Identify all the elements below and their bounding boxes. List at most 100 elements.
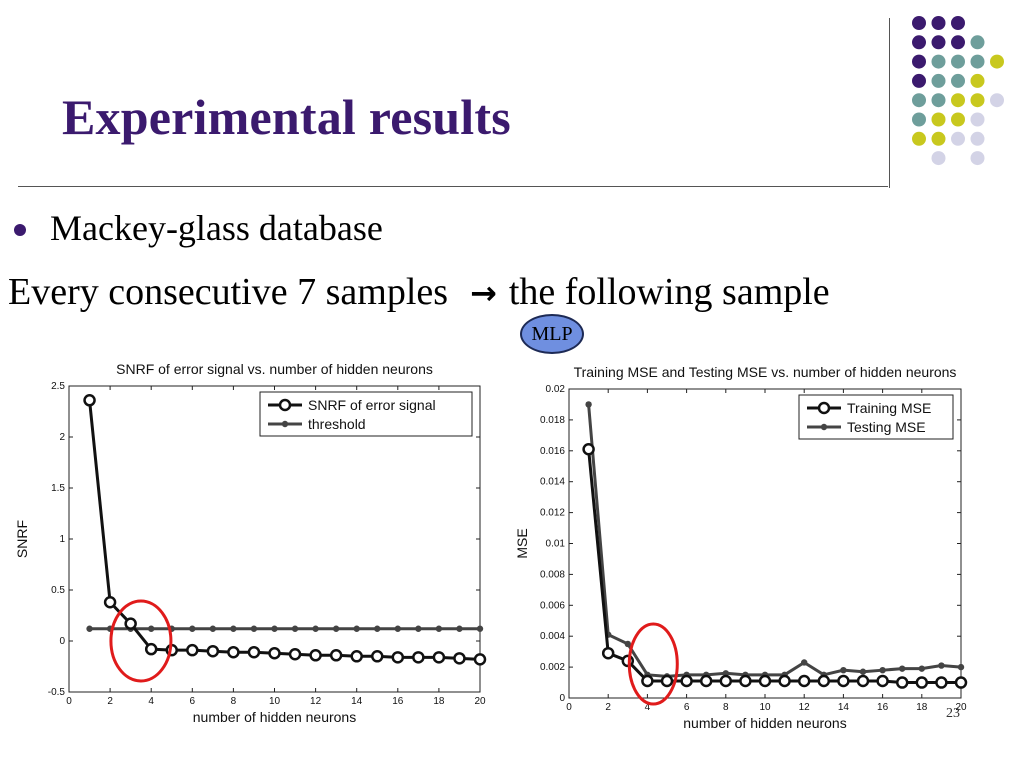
data-point <box>895 676 909 689</box>
x-tick-label: 8 <box>723 702 729 713</box>
decor-dot <box>951 35 965 50</box>
data-point <box>83 394 96 407</box>
right-arrow-icon: → <box>470 274 497 312</box>
decor-dot <box>931 112 946 127</box>
data-point <box>859 668 867 675</box>
decor-dot <box>931 93 946 108</box>
data-point <box>350 650 363 663</box>
data-point <box>473 653 487 666</box>
data-point <box>412 651 425 664</box>
y-tick-label: 2.5 <box>51 381 65 392</box>
highlight-ellipse <box>627 622 679 706</box>
description-left: Every consecutive 7 samples <box>8 271 449 313</box>
decor-dot <box>951 73 965 88</box>
data-point <box>758 674 772 688</box>
sample-description: Every consecutive 7 samples → the followin… <box>8 270 830 314</box>
decor-dot <box>970 93 985 108</box>
x-tick-label: 6 <box>190 696 196 707</box>
data-point <box>453 652 466 665</box>
x-tick-label: 12 <box>310 696 322 707</box>
data-point <box>394 625 401 632</box>
data-point <box>415 625 422 632</box>
data-point <box>288 648 302 661</box>
decor-dot <box>990 93 1004 108</box>
decor-dot <box>951 16 965 30</box>
x-tick-label: 10 <box>759 702 771 713</box>
data-point <box>435 625 443 632</box>
x-tick-label: 20 <box>955 702 967 713</box>
data-point <box>797 674 811 688</box>
decor-dot <box>912 112 926 127</box>
mlp-badge: MLP <box>520 314 584 354</box>
description-right: the following sample <box>508 271 830 313</box>
decor-dot <box>970 54 985 69</box>
decor-dot <box>931 73 946 88</box>
legend-label: Testing MSE <box>847 419 926 435</box>
decor-dot <box>951 93 965 108</box>
plot-frame <box>568 388 962 699</box>
series-line <box>587 404 962 678</box>
y-tick-label: 0.006 <box>540 600 565 611</box>
decor-dot <box>931 151 946 166</box>
x-tick-label: 12 <box>799 702 811 713</box>
x-tick-label: 6 <box>684 702 690 713</box>
bullet-text: Mackey-glass database <box>50 208 383 248</box>
data-point <box>456 625 463 632</box>
data-point <box>915 676 929 689</box>
chart-title: SNRF of error signal vs. number of hidde… <box>116 361 433 377</box>
decor-dot <box>912 35 926 50</box>
decor-dot <box>931 54 946 69</box>
data-point <box>391 651 405 664</box>
data-point <box>332 625 340 632</box>
data-point <box>837 674 850 688</box>
y-tick-label: 1.5 <box>51 483 65 494</box>
mlp-label: MLP <box>531 322 573 345</box>
highlight-ellipse <box>109 599 173 683</box>
decor-dot <box>970 73 985 88</box>
decor-dot <box>951 131 965 146</box>
y-tick-label: 0.008 <box>540 569 565 580</box>
decor-dot <box>912 54 926 69</box>
data-point <box>719 674 733 688</box>
data-point <box>144 642 158 656</box>
data-point <box>291 625 299 632</box>
y-tick-label: 0.01 <box>546 539 566 550</box>
data-point <box>935 676 948 689</box>
data-point <box>739 674 752 688</box>
data-point <box>601 646 615 660</box>
data-point <box>899 665 906 672</box>
data-point <box>957 663 965 671</box>
x-tick-label: 4 <box>645 702 651 713</box>
data-point <box>722 670 729 677</box>
data-point <box>189 625 196 632</box>
decor-dot <box>970 131 985 146</box>
y-tick-label: 0 <box>59 636 65 647</box>
x-tick-label: 16 <box>877 702 889 713</box>
data-point <box>227 645 240 659</box>
data-point <box>954 676 968 689</box>
data-point <box>585 401 592 408</box>
y-axis-label: SNRF <box>14 520 30 558</box>
data-point <box>660 674 674 688</box>
data-point <box>801 659 808 666</box>
data-point <box>230 625 237 632</box>
data-point <box>250 625 258 632</box>
decor-dot <box>931 35 946 50</box>
legend-swatch-marker <box>817 401 831 415</box>
decor-dot <box>912 16 926 30</box>
x-tick-label: 8 <box>231 696 237 707</box>
data-point <box>329 649 343 662</box>
plot-frame <box>68 385 481 693</box>
x-tick-label: 0 <box>66 696 72 707</box>
x-tick-label: 18 <box>433 696 445 707</box>
data-point <box>309 649 322 662</box>
y-tick-label: 2 <box>59 432 65 443</box>
data-point <box>918 665 925 672</box>
legend-label: SNRF of error signal <box>308 397 436 413</box>
data-point <box>699 674 713 688</box>
data-point <box>268 646 281 660</box>
data-point <box>247 645 261 659</box>
data-point <box>124 617 137 630</box>
x-tick-label: 2 <box>107 696 113 707</box>
page-number: 23 <box>946 706 960 721</box>
